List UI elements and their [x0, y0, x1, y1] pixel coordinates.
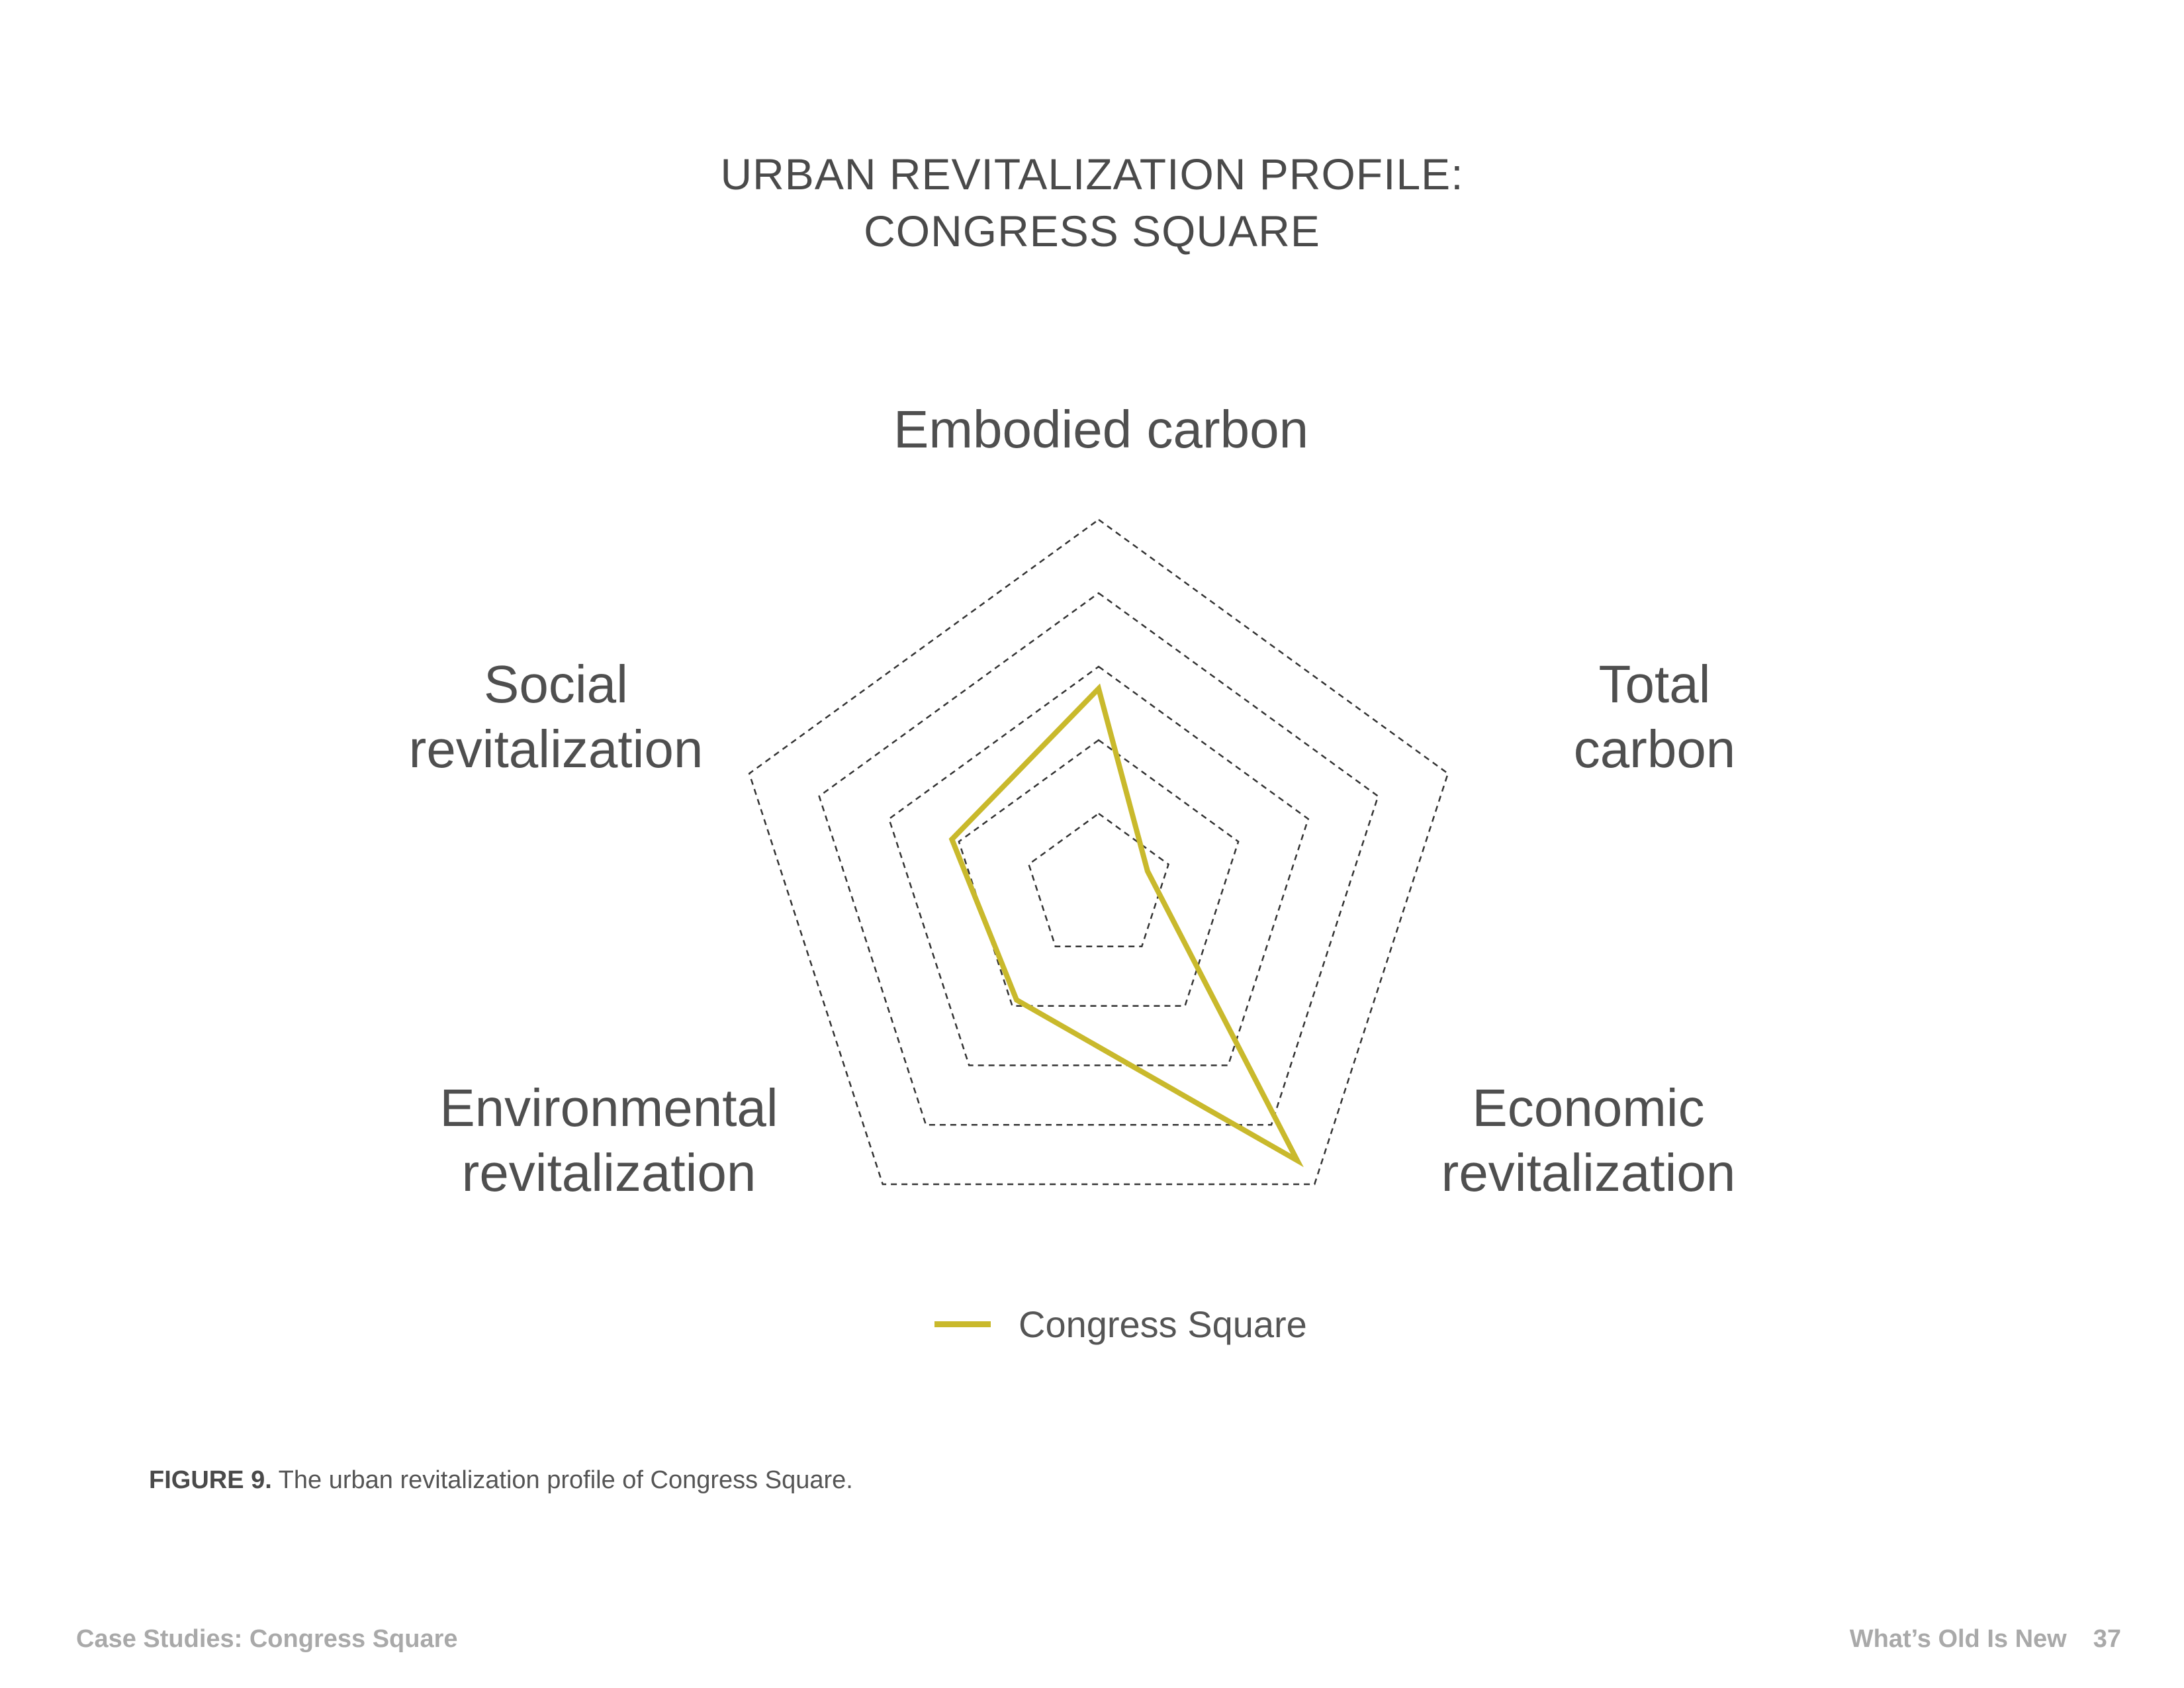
axis-label-line: Economic: [1472, 1078, 1705, 1137]
axis-label-line: revitalization: [461, 1143, 756, 1202]
grid-ring-3: [887, 665, 1310, 1066]
grid-ring-1: [1027, 812, 1170, 948]
figure-caption-text: The urban revitalization profile of Cong…: [271, 1466, 853, 1494]
figure-caption: FIGURE 9. The urban revitalization profi…: [149, 1466, 853, 1495]
chart-title-line-1: URBAN REVITALIZATION PROFILE:: [720, 150, 1464, 199]
axis-label-line: Total: [1598, 655, 1711, 714]
legend-swatch: [934, 1321, 991, 1327]
axis-label-economic-revitalization: Economic revitalization: [1410, 1076, 1767, 1205]
axis-label-line: revitalization: [408, 720, 704, 778]
axis-label-embodied-carbon: Embodied carbon: [893, 397, 1309, 462]
radar-series: [948, 683, 1304, 1168]
axis-label-line: Environmental: [439, 1078, 778, 1137]
axis-label-line: revitalization: [1441, 1143, 1736, 1202]
chart-title-line-2: CONGRESS SQUARE: [864, 207, 1320, 256]
data-point-4: [951, 838, 953, 840]
axis-label-line: Embodied carbon: [893, 400, 1309, 459]
axis-label-line: Social: [484, 655, 628, 714]
data-point-1: [1146, 870, 1148, 872]
legend-label: Congress Square: [1019, 1303, 1307, 1345]
axis-label-environmental-revitalization: Environmental revitalization: [430, 1076, 788, 1205]
data-point-3: [1016, 999, 1018, 1001]
grid-ring-4: [818, 592, 1379, 1126]
radar-grid: [748, 518, 1449, 1186]
figure-caption-label: FIGURE 9.: [149, 1466, 272, 1494]
data-point-0: [1098, 688, 1099, 690]
grid-ring-5: [748, 518, 1449, 1186]
footer-section-title: Case Studies: Congress Square: [76, 1625, 458, 1653]
chart-title: URBAN REVITALIZATION PROFILE: CONGRESS S…: [0, 146, 2184, 259]
footer-right: What’s Old Is New 37: [1850, 1625, 2121, 1654]
data-point-2: [1297, 1160, 1298, 1162]
axis-label-line: carbon: [1573, 720, 1736, 778]
series-line-0: [948, 683, 1304, 1168]
page-number: 37: [2093, 1625, 2121, 1653]
axis-label-total-carbon: Total carbon: [1456, 652, 1853, 782]
axis-label-social-revitalization: Social revitalization: [371, 652, 741, 782]
footer-publication-title: What’s Old Is New: [1849, 1625, 2067, 1653]
chart-legend: Congress Square: [934, 1301, 1307, 1347]
